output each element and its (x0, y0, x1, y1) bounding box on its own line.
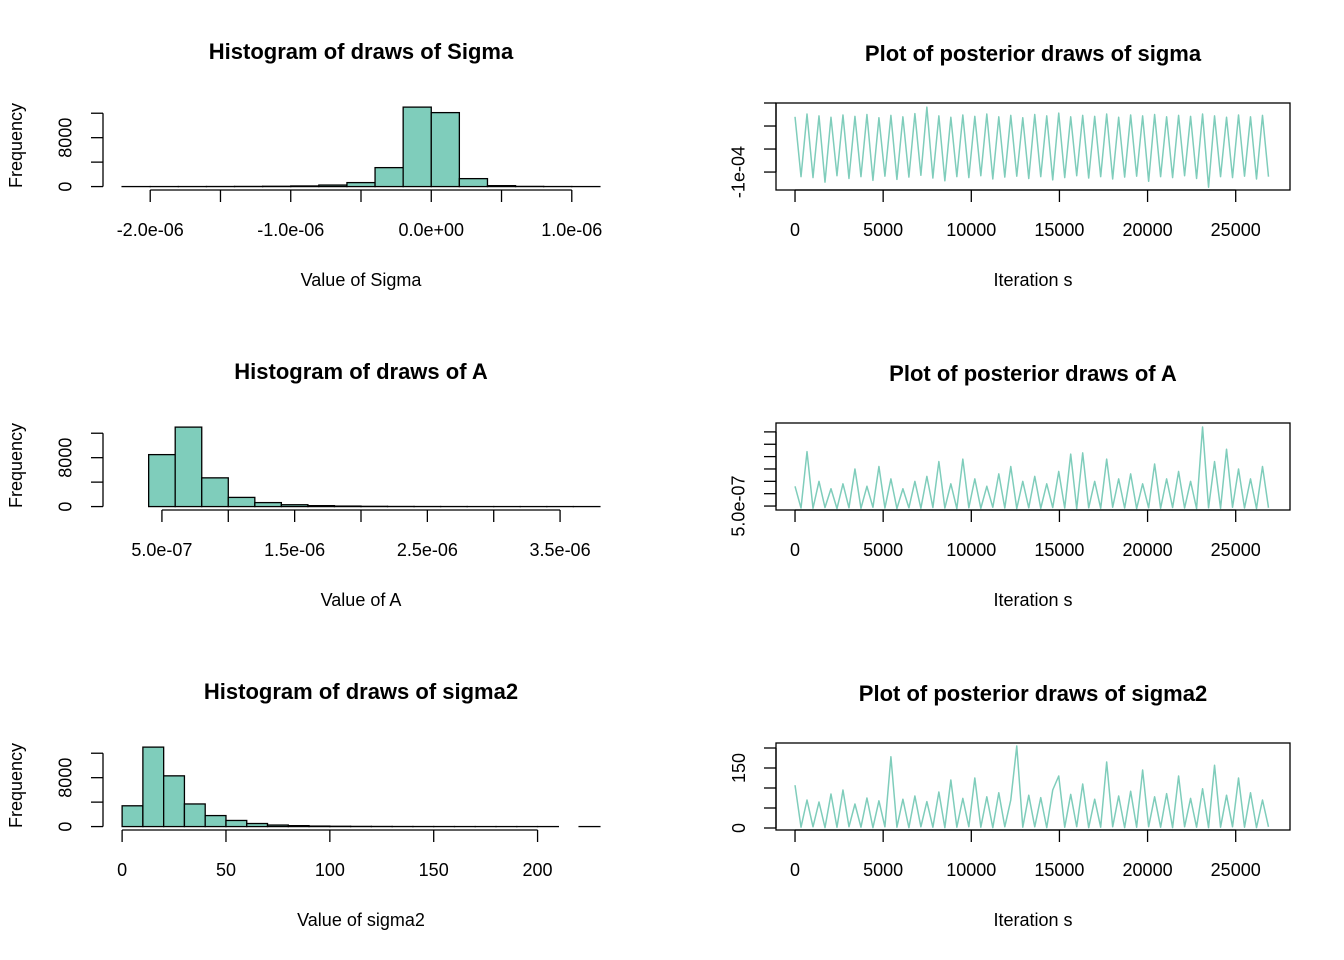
x-tick-label: 25000 (1211, 220, 1261, 240)
x-tick-label: 0 (117, 860, 127, 880)
chart-title: Plot of posterior draws of A (889, 361, 1177, 386)
y-tick-label: -1e-04 (729, 146, 749, 198)
y-tick-label: 5.0e-07 (729, 476, 749, 537)
y-tick-label: 0 (729, 823, 749, 833)
x-tick-label: 15000 (1034, 220, 1084, 240)
histogram-bar (266, 824, 289, 828)
y-tick-label: 8000 (56, 758, 76, 798)
x-tick-label: 5000 (863, 540, 903, 560)
x-tick-label: 5000 (863, 220, 903, 240)
x-tick-label: 150 (419, 860, 449, 880)
histogram-bar (254, 501, 283, 508)
x-tick-label: 25000 (1211, 860, 1261, 880)
histogram-bar (346, 181, 376, 188)
x-tick-label: 100 (315, 860, 345, 880)
histogram-bar (430, 111, 461, 188)
x-tick-label: 1.0e-06 (541, 220, 602, 240)
x-tick-label: -1.0e-06 (257, 220, 324, 240)
y-tick-label: 0 (56, 822, 76, 832)
x-tick-label: 15000 (1034, 540, 1084, 560)
histogram-bar (246, 822, 269, 828)
histogram-bar (142, 746, 165, 828)
y-axis-title: Frequency (6, 103, 26, 188)
histogram-bar (174, 426, 203, 508)
x-tick-label: 15000 (1034, 860, 1084, 880)
x-tick-label: 10000 (946, 220, 996, 240)
histogram-bar (163, 775, 186, 828)
chart-title: Histogram of draws of A (234, 359, 488, 384)
histogram-bar (183, 803, 206, 828)
histogram-bar (458, 177, 489, 188)
histogram-bar (287, 825, 310, 828)
histogram-bar (148, 453, 176, 508)
x-axis-title: Value of Sigma (301, 270, 423, 290)
x-tick-label: 0 (790, 860, 800, 880)
x-tick-label: 0.0e+00 (398, 220, 464, 240)
histogram-bar (227, 496, 256, 508)
histogram-bar (374, 166, 404, 188)
x-tick-label: 5000 (863, 860, 903, 880)
histogram-bar (280, 504, 309, 508)
x-tick-label: -2.0e-06 (117, 220, 184, 240)
x-tick-label: 200 (523, 860, 553, 880)
x-tick-label: 1.5e-06 (264, 540, 325, 560)
chart-title: Histogram of draws of sigma2 (204, 679, 518, 704)
histogram-bar (121, 805, 144, 828)
x-tick-label: 2.5e-06 (397, 540, 458, 560)
chart-title: Histogram of draws of Sigma (209, 39, 514, 64)
y-tick-label: 0 (56, 182, 76, 192)
x-tick-label: 3.5e-06 (530, 540, 591, 560)
y-tick-label: 8000 (56, 438, 76, 478)
histogram-bar (318, 184, 348, 188)
histogram-bar (201, 477, 229, 508)
trace-line (794, 426, 1270, 510)
y-tick-label: 8000 (56, 118, 76, 158)
x-tick-label: 20000 (1123, 860, 1173, 880)
histogram-bar (402, 106, 432, 188)
x-tick-label: 20000 (1123, 220, 1173, 240)
histogram-bar (307, 505, 336, 508)
histogram-bar (225, 819, 248, 828)
chart-title: Plot of posterior draws of sigma (865, 41, 1202, 66)
x-axis-title: Iteration s (993, 590, 1072, 610)
x-tick-label: 25000 (1211, 540, 1261, 560)
chart-title: Plot of posterior draws of sigma2 (859, 681, 1207, 706)
x-tick-label: 20000 (1123, 540, 1173, 560)
x-axis-title: Value of A (321, 590, 402, 610)
histogram-bar (204, 814, 227, 828)
trace-line (794, 745, 1270, 829)
histogram-bar (486, 185, 517, 188)
x-axis-title: Iteration s (993, 910, 1072, 930)
x-tick-label: 0 (790, 220, 800, 240)
y-tick-label: 0 (56, 502, 76, 512)
x-axis-title: Value of sigma2 (297, 910, 425, 930)
x-tick-label: 5.0e-07 (131, 540, 192, 560)
x-tick-label: 10000 (946, 540, 996, 560)
x-tick-label: 10000 (946, 860, 996, 880)
y-axis-title: Frequency (6, 743, 26, 828)
x-tick-label: 50 (216, 860, 236, 880)
x-tick-label: 0 (790, 540, 800, 560)
trace-line (794, 106, 1270, 188)
y-tick-label: 150 (729, 753, 749, 783)
y-axis-title: Frequency (6, 423, 26, 508)
histogram-bar (290, 185, 320, 188)
x-axis-title: Iteration s (993, 270, 1072, 290)
